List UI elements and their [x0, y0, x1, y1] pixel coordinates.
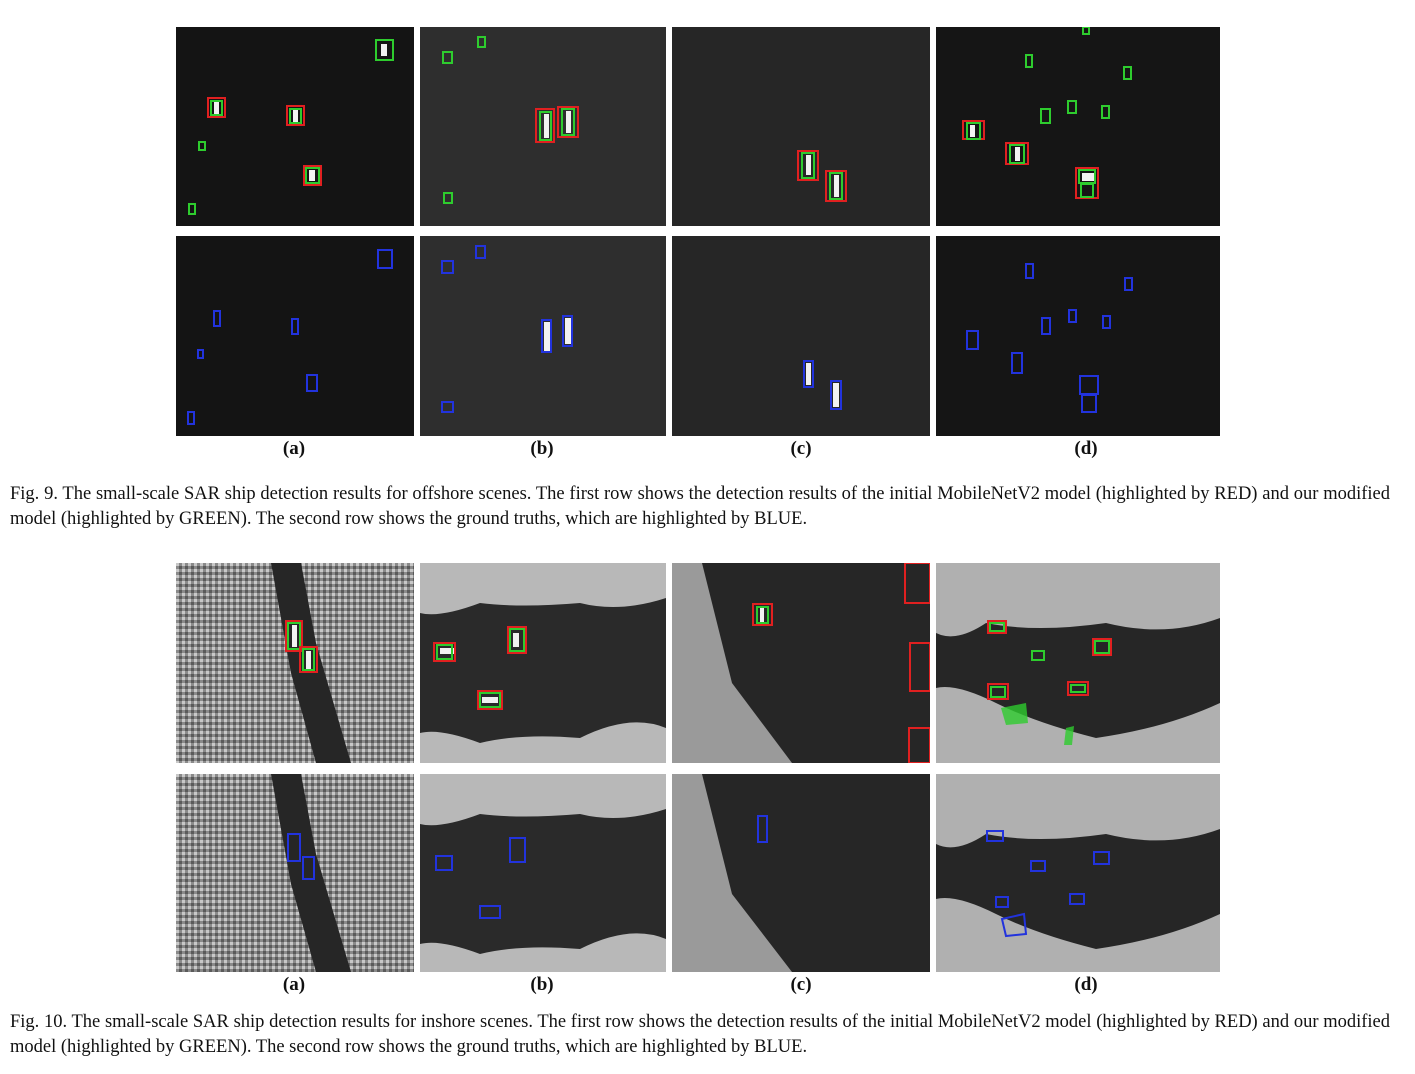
fig9-row1-panel-d [936, 27, 1220, 226]
fig10-row1-panel-b [420, 563, 666, 763]
fig9-row1-panel-a [176, 27, 414, 226]
sar-image [936, 774, 1220, 972]
sar-image [936, 563, 1220, 763]
fig10-label-d: (d) [1056, 974, 1116, 996]
fig10-caption: Fig. 10. The small-scale SAR ship detect… [10, 1010, 1390, 1060]
fig9-label-c: (c) [771, 438, 831, 460]
sar-image [176, 236, 414, 436]
fig9-row2-panel-a [176, 236, 414, 436]
fig10-row2-panel-b [420, 774, 666, 972]
fig9-row1-panel-c [672, 27, 930, 226]
sar-image [420, 27, 666, 226]
fig10-row2-panel-c [672, 774, 930, 972]
sar-image [672, 236, 930, 436]
fig10-label-a: (a) [264, 974, 324, 996]
fig9-row2-panel-b [420, 236, 666, 436]
fig9-caption: Fig. 9. The small-scale SAR ship detecti… [10, 482, 1390, 532]
sar-image [176, 774, 414, 972]
fig10-row1-panel-a [176, 563, 414, 763]
fig9-row1-panel-b [420, 27, 666, 226]
sar-image [176, 563, 414, 763]
fig9-row2-panel-d [936, 236, 1220, 436]
sar-image [420, 774, 666, 972]
sar-image [672, 563, 930, 763]
fig10-row2-panel-a [176, 774, 414, 972]
fig10-row1-panel-d [936, 563, 1220, 763]
sar-image [420, 563, 666, 763]
fig9-label-b: (b) [512, 438, 572, 460]
fig9-label-a: (a) [264, 438, 324, 460]
fig9-row2-panel-c [672, 236, 930, 436]
fig10-label-c: (c) [771, 974, 831, 996]
sar-image [420, 236, 666, 436]
sar-image [672, 774, 930, 972]
sar-image [936, 27, 1220, 226]
fig10-label-b: (b) [512, 974, 572, 996]
sar-image [176, 27, 414, 226]
fig10-row1-panel-c [672, 563, 930, 763]
fig9-label-d: (d) [1056, 438, 1116, 460]
fig10-row2-panel-d [936, 774, 1220, 972]
sar-image [936, 236, 1220, 436]
sar-image [672, 27, 930, 226]
